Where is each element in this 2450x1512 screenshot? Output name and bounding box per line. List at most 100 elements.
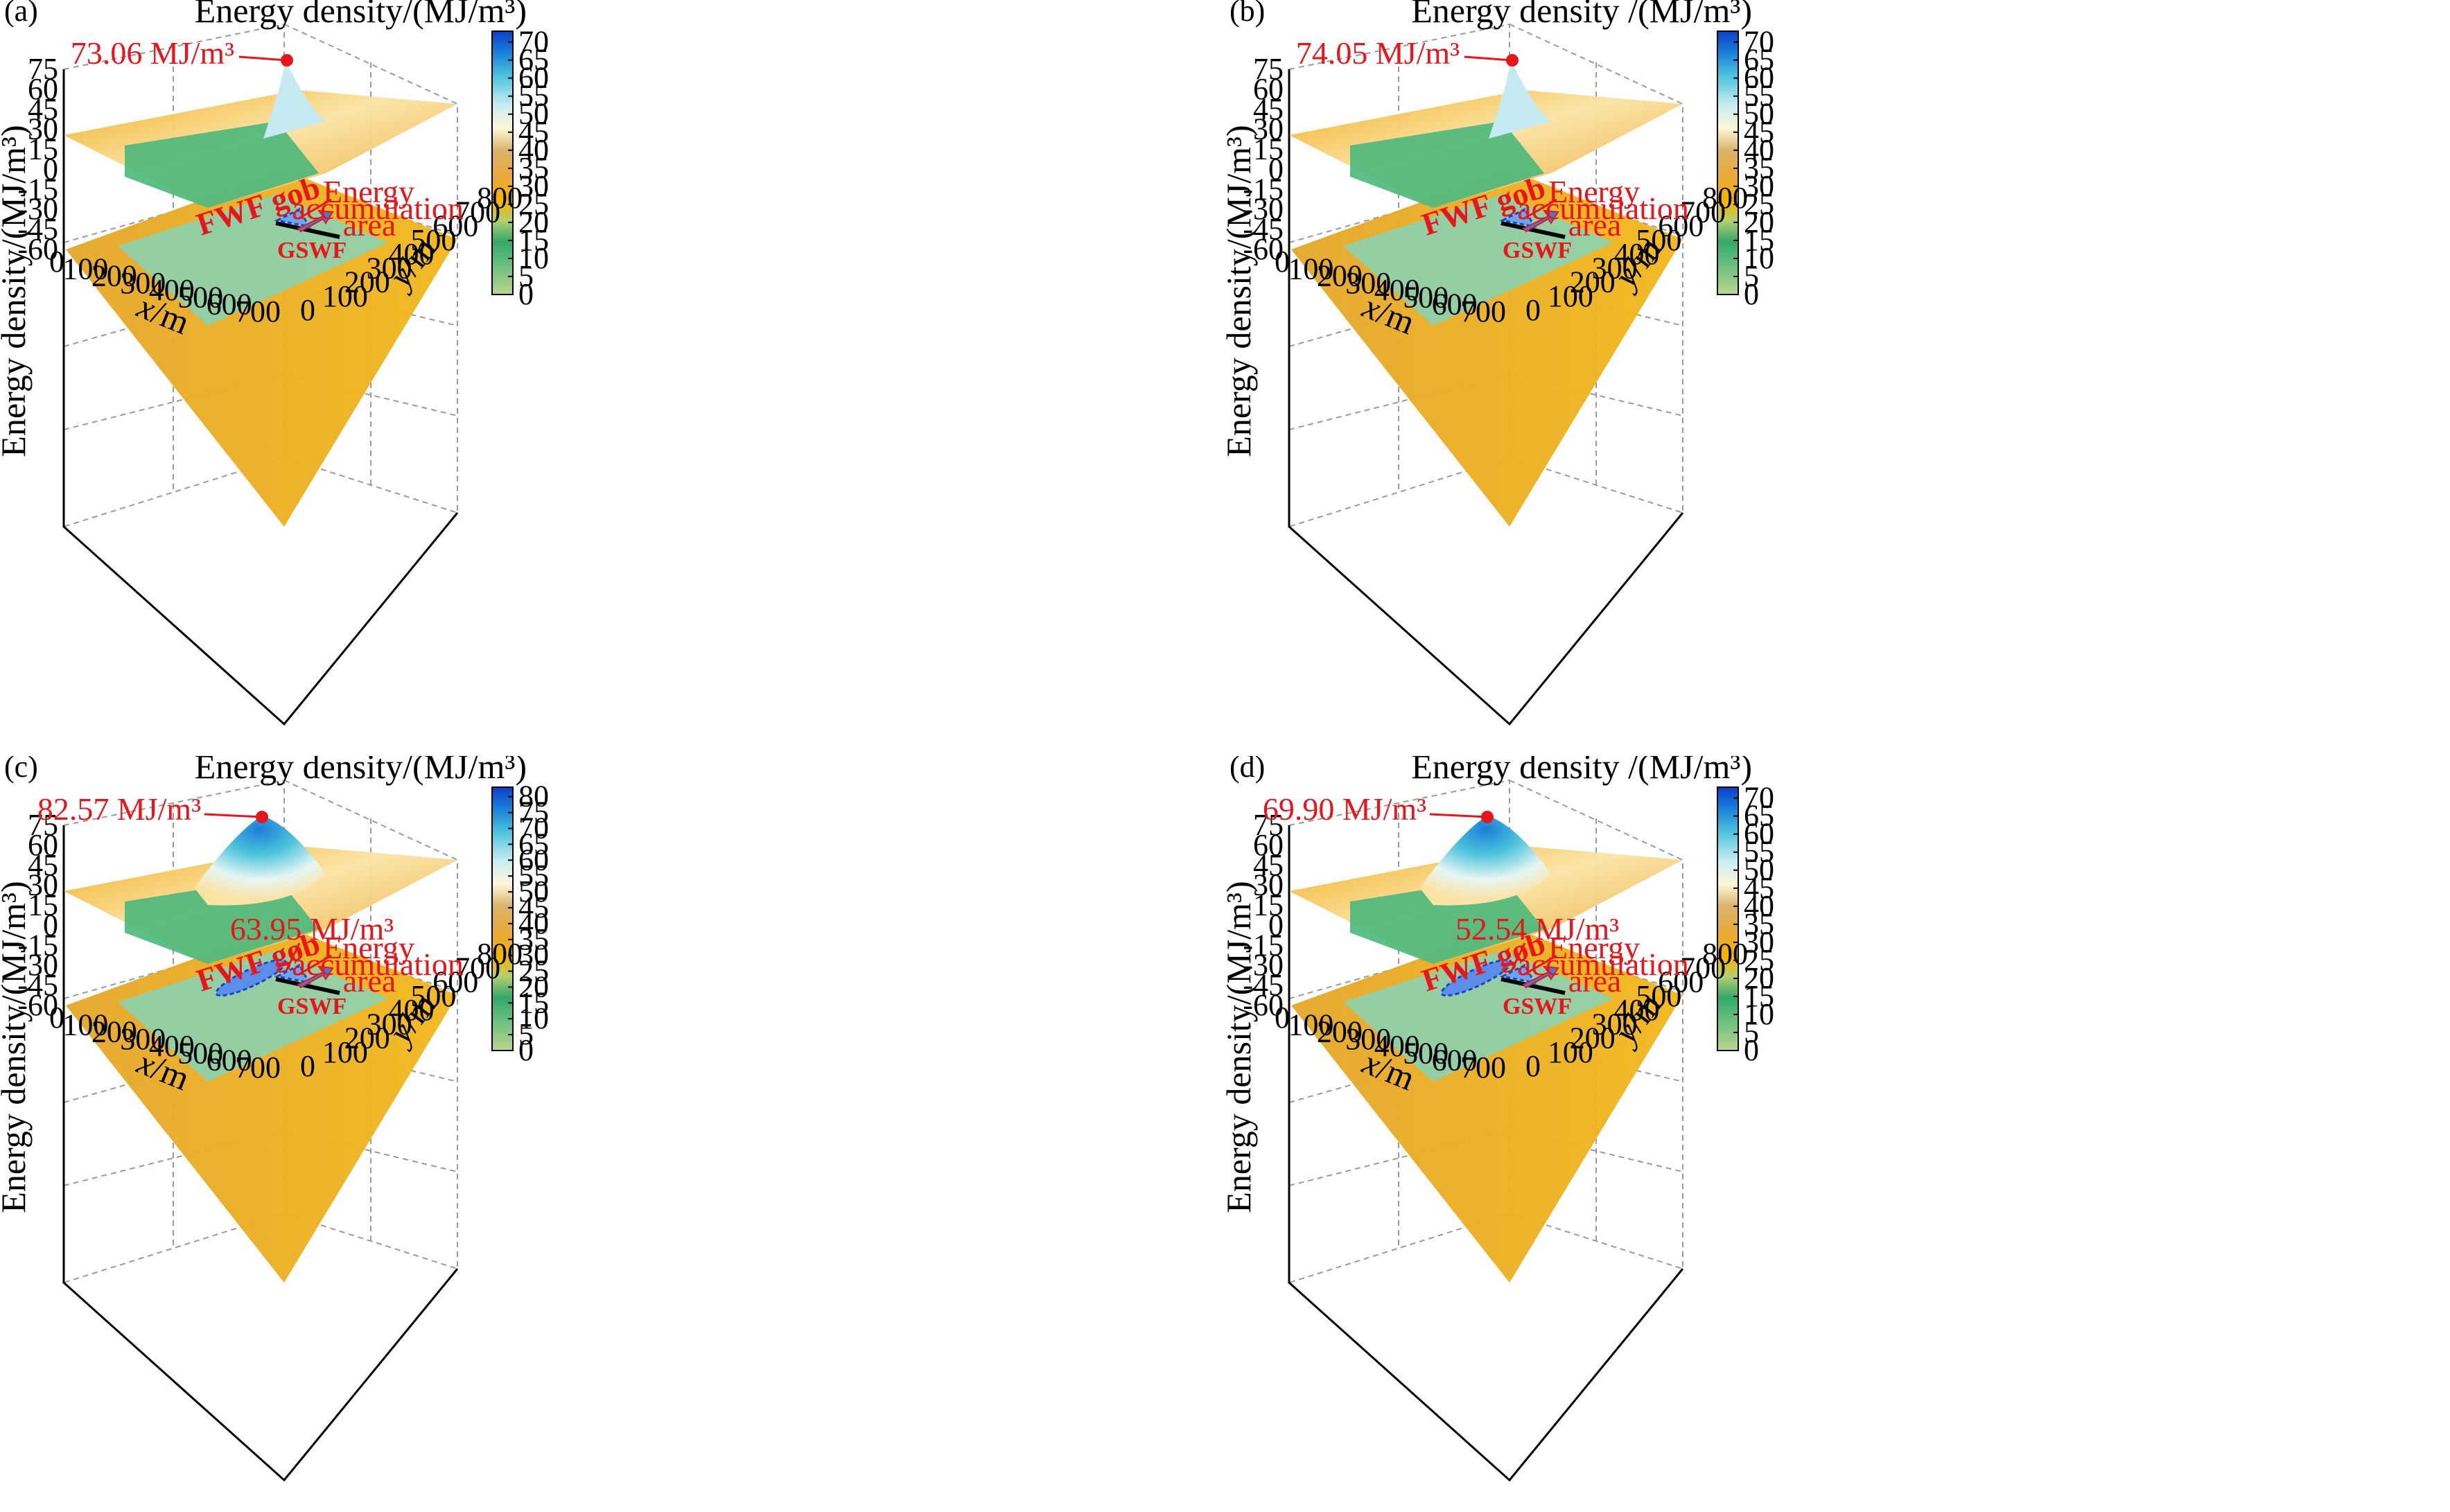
area-label-line1: Energy <box>323 930 414 965</box>
colorbar-tick-label: 0 <box>518 277 534 311</box>
x-tick-label: 200 <box>91 259 137 293</box>
chart-panel-b: 0 5 10 15 20 25 30 35 40 45 50 55 60 65 70 75 60 45 30 15 0… <box>1225 0 2450 756</box>
contour-leader <box>1510 942 1526 973</box>
colorbar-tick-label: 25 <box>518 187 549 221</box>
y-tick-label: 100 <box>322 1035 368 1069</box>
z-tick-label: -60 <box>17 232 58 266</box>
colorbar-tick-label: 5 <box>518 259 534 293</box>
y-tick-label: 700 <box>1680 195 1726 229</box>
surface-3d-underside <box>1350 121 1544 208</box>
y-tick-label: 500 <box>1636 979 1681 1013</box>
area-leader <box>1523 198 1557 220</box>
colorbar-tick-label: 30 <box>1744 169 1774 203</box>
z-tick-label: -60 <box>17 988 58 1022</box>
z-axis-label: Energy density/(MJ/m³) <box>0 125 33 457</box>
y-tick-label: 300 <box>367 251 412 285</box>
area-label-line2: accumulation <box>1517 191 1689 226</box>
colorbar-tick-label: 40 <box>1744 889 1774 923</box>
colorbar-tick-label: 50 <box>1744 97 1774 131</box>
face-label: GSWF <box>277 994 347 1019</box>
colorbar-tick-label: 30 <box>1744 925 1774 959</box>
box-edges <box>1288 69 1684 726</box>
colorbar-tick-label: 60 <box>1744 817 1774 851</box>
area-label-line2: accumulation <box>292 191 464 226</box>
y-tick-label: 0 <box>1525 1049 1541 1083</box>
colorbar-tick-label: 20 <box>518 205 549 239</box>
z-tick-label: 45 <box>1253 848 1284 882</box>
x-tick-label: 500 <box>177 280 223 314</box>
area-label-line3: area <box>343 963 396 999</box>
y-tick-label: 200 <box>344 1021 390 1055</box>
colorbar-tick-label: 5 <box>1744 1015 1759 1049</box>
area-label-line2: accumulation <box>1517 947 1689 982</box>
y-tick-label: 600 <box>432 209 478 243</box>
colorbar-tick-label: 55 <box>1744 79 1774 113</box>
x-tick-label: 0 <box>49 1001 64 1035</box>
z-tick-label: 15 <box>28 132 58 166</box>
y-tick-label: 0 <box>1525 293 1541 327</box>
colorbar-tick-label: 40 <box>518 906 549 940</box>
x-tick-label: 700 <box>235 295 281 328</box>
colorbar-tick-label: 60 <box>518 843 549 877</box>
colorbar-tick-label: 35 <box>1744 907 1774 941</box>
surface-peak <box>1419 816 1551 906</box>
z-axis-label: Energy density/(MJ/m³) <box>1225 881 1258 1213</box>
y-tick-label: 700 <box>1680 951 1726 985</box>
x-tick-label: 600 <box>1432 288 1478 322</box>
y-tick-label: 400 <box>1614 993 1660 1027</box>
colorbar-tick-label: 30 <box>518 938 549 972</box>
area-leader <box>297 198 332 220</box>
colorbar-tick-label: 65 <box>1744 799 1774 833</box>
colorbar-tick-label: 70 <box>518 811 549 845</box>
z-tick-label: 0 <box>1268 908 1284 942</box>
z-tick-label: 75 <box>1253 52 1284 86</box>
y-tick-label: 100 <box>322 279 368 313</box>
z-tick-label: -30 <box>1243 948 1284 982</box>
x-tick-label: 500 <box>1403 280 1449 314</box>
z-axis-label: Energy density/(MJ/m³) <box>0 881 33 1213</box>
y-tick-label: 400 <box>389 993 435 1027</box>
y-tick-label: 100 <box>1548 279 1593 313</box>
y-tick-label: 600 <box>432 965 478 999</box>
z-tick-label: 0 <box>43 152 58 186</box>
y-tick-label: 0 <box>300 293 315 327</box>
x-tick-label: 200 <box>1317 1015 1363 1049</box>
colorbar-tick-label: 60 <box>1744 61 1774 95</box>
peak-label: 69.90 MJ/m³ <box>1263 791 1426 827</box>
colorbar-tick-label: 45 <box>1744 871 1774 905</box>
colorbar-tick-label: 45 <box>518 890 549 924</box>
z-tick-label: 30 <box>1253 112 1284 146</box>
colorbar-tick-label: 55 <box>1744 835 1774 869</box>
z-tick-label: -45 <box>17 968 58 1002</box>
y-tick-label: 700 <box>455 951 500 985</box>
y-tick-label: 400 <box>389 237 435 271</box>
y-tick-label: 300 <box>1592 1007 1638 1041</box>
colorbar-tick-label: 30 <box>518 169 549 203</box>
z-tick-label: 60 <box>1253 72 1284 106</box>
colorbar-tick-label: 65 <box>1744 43 1774 77</box>
y-tick-label: 200 <box>1570 1021 1616 1055</box>
x-tick-label: 0 <box>1275 1001 1290 1035</box>
colorbar-title: Energy density /(MJ/m³) <box>1411 756 1752 786</box>
colorbar-tick-label: 5 <box>1744 259 1759 293</box>
x-tick-label: 700 <box>1460 295 1506 328</box>
panel-label: (c) <box>4 756 38 784</box>
colorbar-tick-label: 65 <box>518 827 549 861</box>
y-tick-label: 200 <box>1570 265 1616 299</box>
peak-marker <box>256 811 268 823</box>
x-tick-label: 500 <box>177 1036 223 1070</box>
z-tick-label: 15 <box>1253 132 1284 166</box>
y-axis-label: y/m <box>378 229 443 297</box>
z-tick-label: -45 <box>1243 212 1284 246</box>
colorbar-tick-label: 65 <box>518 43 549 77</box>
z-tick-label: 75 <box>28 52 58 86</box>
accumulation-zone <box>1499 964 1537 985</box>
x-tick-label: 300 <box>120 1022 166 1056</box>
